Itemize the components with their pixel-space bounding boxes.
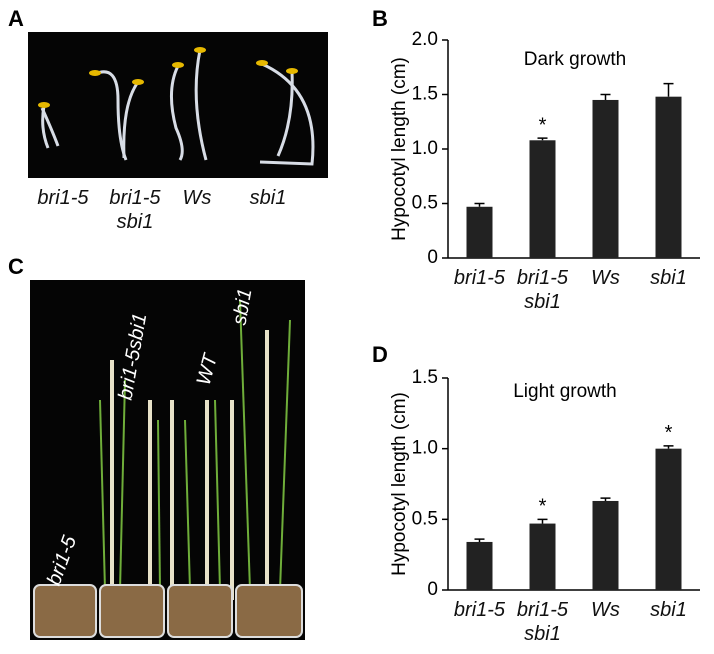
error-bar	[663, 82, 674, 97]
significance-mark: *	[539, 496, 547, 518]
plant-stems	[99, 299, 291, 591]
bar	[592, 99, 619, 258]
photo-label: Ws	[182, 187, 212, 209]
photo-label: bri1-5 sbi1	[109, 187, 161, 233]
x-tick-label: bri1-5 sbi1	[516, 599, 569, 645]
bar	[529, 523, 556, 590]
y-tick-label: 1.5	[412, 367, 438, 388]
panel-label: D	[372, 342, 388, 367]
cotyledons	[38, 47, 298, 108]
bar	[655, 448, 682, 590]
bar	[466, 206, 493, 258]
y-tick-label: 0	[427, 247, 438, 268]
photo-label: bri1-5	[37, 187, 89, 209]
seedling-drawings	[40, 49, 315, 166]
x-tick-label: sbi1	[650, 599, 687, 621]
seedling-photo	[28, 32, 328, 178]
error-bar	[600, 497, 611, 501]
y-tick-label: 0.5	[412, 193, 438, 214]
bar	[592, 500, 619, 590]
bar	[655, 96, 682, 259]
y-tick-label: 1.0	[412, 438, 438, 459]
significance-mark: *	[665, 422, 673, 444]
bar	[466, 541, 493, 590]
panel-label: B	[372, 6, 388, 31]
y-axis-label: Hypocotyl length (cm)	[389, 392, 410, 576]
panel-label: A	[8, 6, 24, 31]
y-tick-label: 2.0	[412, 29, 438, 50]
x-tick-label: Ws	[591, 599, 620, 621]
error-bar	[663, 445, 674, 449]
y-axis-label: Hypocotyl length (cm)	[389, 57, 410, 241]
x-tick-label: bri1-5 sbi1	[516, 267, 569, 313]
chart-title: Dark growth	[524, 49, 626, 70]
error-bar	[474, 538, 485, 542]
bar	[529, 140, 556, 258]
significance-mark: *	[539, 114, 547, 136]
y-tick-label: 1.0	[412, 138, 438, 159]
stakes	[110, 330, 269, 600]
error-bar	[537, 137, 548, 141]
x-tick-label: sbi1	[650, 267, 687, 289]
pots	[33, 584, 303, 638]
panel-label: C	[8, 254, 24, 279]
photo-label: sbi1	[249, 187, 287, 209]
error-bar	[474, 202, 485, 207]
y-tick-label: 0.5	[412, 508, 438, 529]
x-tick-label: bri1-5	[453, 599, 506, 621]
y-tick-label: 0	[427, 579, 438, 600]
x-tick-label: Ws	[591, 267, 620, 289]
error-bar	[600, 93, 611, 100]
error-bar	[537, 518, 548, 524]
x-tick-label: bri1-5	[453, 267, 506, 289]
chart-title: Light growth	[513, 381, 617, 402]
y-tick-label: 1.5	[412, 84, 438, 105]
plant-photo	[30, 280, 305, 640]
